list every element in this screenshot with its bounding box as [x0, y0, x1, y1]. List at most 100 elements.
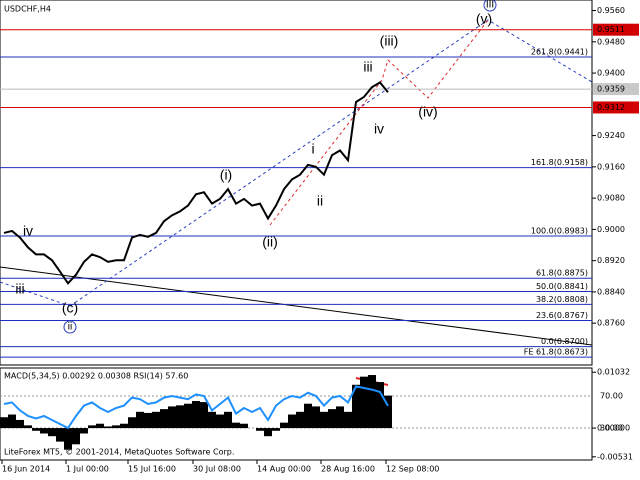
wave-label: (iv) [418, 104, 437, 120]
macd-bar [56, 428, 64, 442]
main-panel [0, 0, 593, 366]
macd-bar [48, 428, 56, 437]
macd-bar [192, 401, 200, 429]
macd-bar [128, 417, 136, 429]
y2-tick-label: 30.00 [600, 424, 623, 433]
macd-bar [176, 405, 184, 429]
macd-bar [152, 411, 160, 429]
macd-bar [344, 411, 352, 429]
macd-bar [160, 409, 168, 429]
fib-label: 161.8(0.9158) [531, 158, 588, 167]
y-tick-label: 0.00000 [597, 424, 630, 433]
wave-label: (v) [476, 11, 492, 27]
chart-title: USDCHF,H4 [4, 5, 51, 14]
wave-label: ii [317, 193, 323, 209]
macd-bar [0, 417, 8, 429]
fib-label: 100.0(0.8983) [531, 227, 588, 236]
macd-bar [304, 403, 312, 429]
macd-bar [264, 428, 272, 437]
macd-bar [384, 395, 392, 429]
fib-label: 261.8(0.9441) [531, 48, 588, 57]
price-box [593, 101, 639, 114]
y-tick-label: -0.00531 [597, 452, 633, 461]
y-tick-label: 0.8920 [597, 256, 625, 265]
trend-line [0, 266, 593, 346]
fib-label: 61.8(0.8875) [536, 269, 588, 278]
macd-bar [320, 411, 328, 429]
macd-bar [352, 384, 360, 429]
wave-label: iv [23, 223, 33, 239]
fib-label: 50.0(0.8841) [536, 282, 588, 291]
indicator-title: MACD(5,34,5) 0.00292 0.00308 RSI(14) 57.… [4, 372, 188, 381]
price-line-series [3, 81, 389, 285]
fib-label: FE 61.8(0.8673) [524, 348, 588, 357]
wave-label: i [311, 141, 314, 157]
last-price-label: 0.9359 [597, 85, 625, 94]
macd-bar [104, 426, 112, 429]
macd-bar [256, 428, 264, 431]
macd-bar [136, 411, 144, 429]
macd-bar [232, 422, 240, 429]
projection-line [269, 19, 489, 226]
x-tick-label: 16 Jun 2014 [2, 465, 50, 474]
wave-label: ii [68, 322, 72, 333]
y-tick-label: 0.9240 [597, 131, 625, 140]
macd-bar [184, 403, 192, 429]
x-tick-label: 14 Aug 00:00 [257, 465, 311, 474]
rsi-line [3, 385, 389, 430]
footer: LiteForex MT5, © 2001-2014, MetaQuotes S… [4, 448, 234, 457]
y-tick-label: 0.8760 [597, 319, 625, 328]
y-tick-label: 0.9560 [597, 6, 625, 15]
wave-label: iii [15, 281, 24, 297]
wave-label: (iii) [380, 33, 399, 49]
wave-label: iv [374, 121, 384, 137]
macd-bar [312, 406, 320, 429]
macd-bar [8, 414, 16, 429]
fib-label: 23.6(0.8767) [536, 311, 588, 320]
wave-label: (c) [62, 300, 78, 316]
wave-label: (i) [220, 167, 232, 183]
wave-label: iii [363, 59, 372, 75]
x-tick-label: 15 Jul 16:00 [128, 465, 176, 474]
y-tick-label: 0.8840 [597, 287, 625, 296]
price-label: 0.9312 [597, 103, 625, 112]
y-tick-label: 0.9400 [597, 69, 625, 78]
macd-bar [208, 411, 216, 429]
x-tick-label: 28 Aug 16:00 [321, 465, 375, 474]
macd-bar [336, 406, 344, 429]
macd-bar [296, 411, 304, 429]
macd-bar [24, 425, 32, 429]
macd-bar [32, 428, 40, 431]
macd-bar [144, 412, 152, 429]
macd-bar [368, 375, 376, 429]
macd-bar [240, 423, 248, 429]
y-tick-label: 0.9000 [597, 225, 625, 234]
y-tick-label: 0.9480 [597, 37, 625, 46]
macd-bar [88, 425, 96, 429]
macd-bar [64, 428, 72, 450]
macd-bar [16, 419, 24, 429]
y2-tick-label: 70.00 [600, 392, 623, 401]
wave-label: (ii) [262, 234, 278, 250]
wave-line [0, 281, 71, 307]
x-tick-label: 12 Sep 08:00 [386, 465, 439, 474]
fib-label: 38.2(0.8808) [536, 295, 588, 304]
macd-bar [288, 414, 296, 429]
y-tick-label: 0.9160 [597, 162, 625, 171]
macd-bar [216, 414, 224, 429]
x-tick-label: 1 Jul 00:00 [66, 465, 109, 474]
price-box [593, 23, 639, 36]
last-price-box [593, 83, 639, 96]
x-tick-label: 30 Jul 08:00 [193, 465, 241, 474]
macd-bar [200, 402, 208, 429]
fib-label: 0.0(0.8700) [541, 337, 588, 346]
macd-bar [376, 382, 384, 429]
wave-label: III [486, 0, 494, 11]
macd-bar [280, 422, 288, 429]
y-tick-label: 0.01032 [597, 368, 630, 377]
macd-bar [40, 428, 48, 434]
macd-bar [80, 428, 88, 434]
wave-circle [63, 320, 77, 334]
macd-bar [168, 406, 176, 429]
